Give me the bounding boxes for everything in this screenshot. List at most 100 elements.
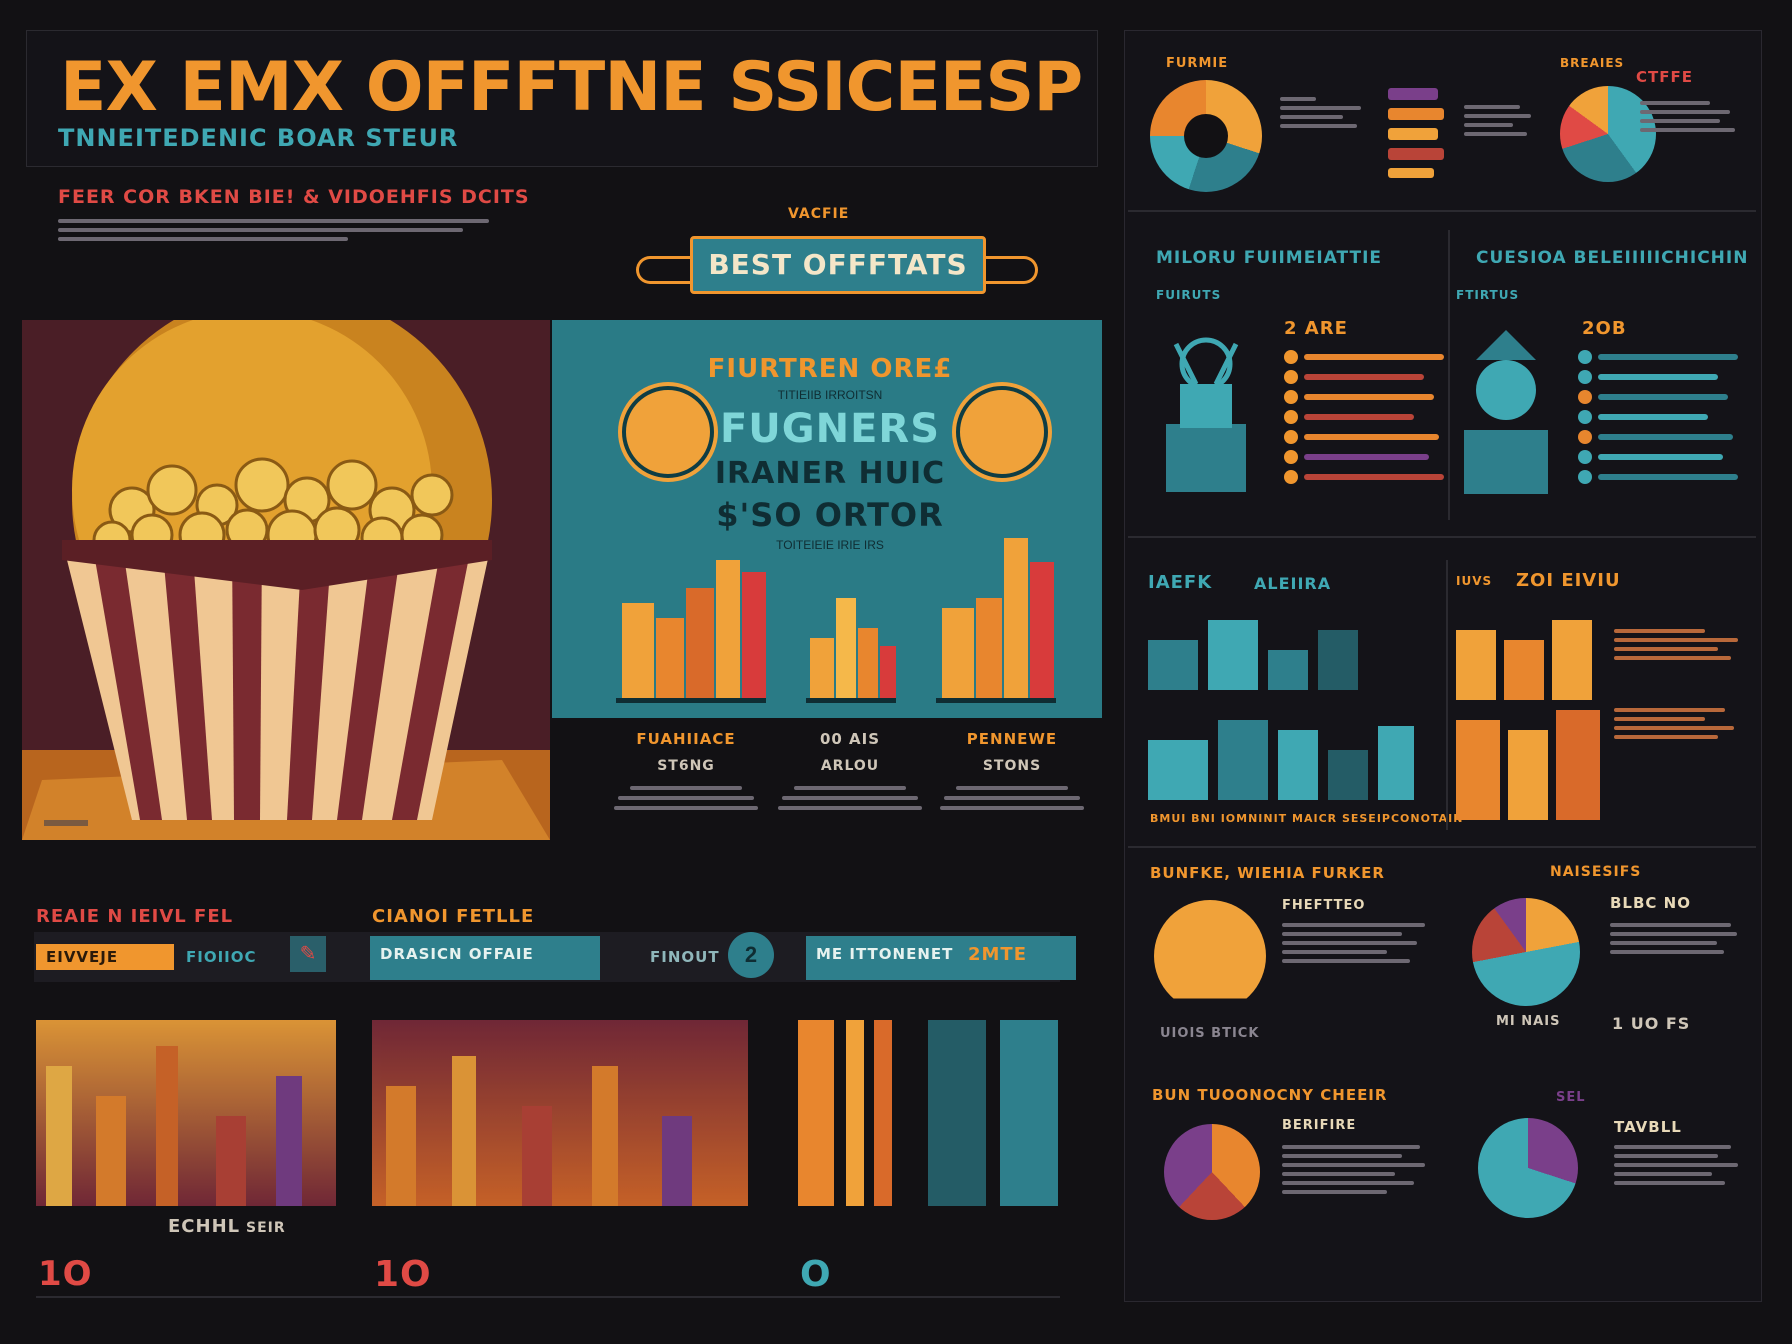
donut-legend	[1280, 92, 1370, 133]
divider-1	[1128, 210, 1756, 212]
stat-3: PENNEWE STONS	[932, 730, 1092, 816]
city-chart-1	[36, 1020, 336, 1206]
stat-2: 00 AIS ARLOU	[770, 730, 930, 816]
pie2-caption: 1 UO FS	[1612, 1014, 1691, 1033]
column-chart-orange	[798, 1020, 910, 1206]
promo-bars-3	[936, 532, 1056, 703]
column-chart-teal	[928, 1020, 1060, 1206]
illustration-caption	[44, 820, 88, 826]
teal-block-chart	[1148, 610, 1428, 800]
pie3-text	[1282, 1140, 1432, 1199]
figure-left-icon	[1156, 324, 1256, 492]
banner-ribbon-right	[975, 256, 1038, 284]
bar-right-sub: IUVS	[1456, 574, 1493, 588]
pie2-label: BLBC NO	[1610, 894, 1691, 912]
stat-1: FUAHIIACE ST6NG	[606, 730, 766, 816]
divider-vertical-1	[1448, 230, 1450, 520]
mid-left-value: 2 ARE	[1284, 318, 1348, 339]
divider-3	[1128, 846, 1756, 848]
pie2-text	[1610, 918, 1744, 959]
bottom-label-b: 1O	[38, 1254, 93, 1294]
top-right-label-b: BREAIES	[1560, 56, 1625, 70]
search-field-2[interactable]: ME ITTONENET	[806, 936, 1076, 980]
promo-bars-1	[616, 552, 766, 703]
divider-2	[1128, 536, 1756, 538]
bottom-label-d: 1O	[374, 1254, 432, 1295]
stacked-sticks	[1388, 74, 1456, 180]
page-title: EX EMX OFFFTNE SSICEESP	[60, 48, 1083, 127]
bottom-title-mid: CIANOI FETLLE	[372, 906, 535, 927]
stat-3-label: PENNEWE	[966, 730, 1058, 748]
coin-right-icon	[956, 386, 1048, 478]
popcorn-illustration	[22, 320, 550, 840]
pie3-title: BUN TUOONOCNY CHEEIR	[1152, 1086, 1388, 1104]
mid-right-title: CUESIOA BELEIIIIICHICHIN	[1476, 248, 1749, 268]
window-grid-chart	[1456, 620, 1606, 820]
bar-left-sub: ALEIIRA	[1254, 574, 1332, 593]
stat-2-label: 00 AIS	[819, 730, 881, 748]
pie2-value: MI NAIS	[1496, 1014, 1561, 1029]
pie-chart-2	[1472, 898, 1580, 1006]
mid-right-list	[1578, 350, 1738, 490]
mid-right-sub: FTIRTUS	[1456, 288, 1520, 302]
bottom-title-left: REAIE N IEIVL FEL	[36, 906, 234, 927]
search-field-1[interactable]: DRASICN OFFAIE	[370, 936, 600, 980]
page-subtitle: TNNEITEDENIC BOAR STEUR	[58, 124, 459, 152]
banner-ribbon-left	[636, 256, 699, 284]
promo-line-3: FUGNERS	[719, 406, 941, 452]
section-heading: FEER COR BKEN BIE! & VIDOEHFIS DCITS	[58, 186, 530, 208]
coin-left-icon	[622, 386, 714, 478]
pie-chart-4	[1478, 1118, 1578, 1218]
pie2-title: NAISESIFS	[1550, 864, 1642, 880]
bar-right-title: ZOI EIVIU	[1516, 570, 1621, 591]
gauge-legend	[1640, 96, 1740, 137]
pie4-text	[1614, 1140, 1744, 1190]
banner-kicker: VACFIE	[788, 206, 850, 222]
search-field-1-aux[interactable]: FINOUT	[650, 948, 720, 966]
promo-bars-2	[806, 592, 896, 703]
pie1-title: BUNFKE, WIEHIA FURKER	[1150, 864, 1385, 882]
pie-chart-1	[1154, 900, 1266, 999]
pie4-title: SEL	[1556, 1090, 1586, 1105]
promo-line-5: $'SO ORTOR	[716, 496, 944, 534]
bar-legend: BMUI BNI IOMNINIT MAICR SESEIPCONOTAIN	[1150, 812, 1464, 825]
pie1-caption: UIOIS BTICK	[1160, 1026, 1260, 1041]
stat-1-value: ST6NG	[657, 758, 715, 774]
bottom-label-e: O	[800, 1254, 832, 1295]
bottom-label-a: ECHHL	[168, 1216, 241, 1237]
promo-line-2: TITIEIIB IRROITSN	[777, 388, 883, 402]
window-chart-legend	[1614, 624, 1744, 744]
mid-left-list	[1284, 350, 1444, 490]
stat-1-label: FUAHIIACE	[636, 730, 736, 748]
pill-primary[interactable]: EIVVEJE	[36, 944, 174, 970]
pie-chart-3	[1164, 1124, 1260, 1220]
pie4-label: TAVBLL	[1614, 1118, 1682, 1136]
stat-3-value: STONS	[982, 758, 1042, 774]
pie3-label: BERIFIRE	[1282, 1118, 1357, 1133]
header-panel	[26, 30, 1098, 167]
top-right-label-c: CTFFE	[1636, 68, 1693, 86]
promo-line-6: TOITEIEIE IRIE IRS	[776, 538, 884, 552]
pie1-text	[1282, 918, 1432, 968]
pie1-label: FHEFTTEO	[1282, 898, 1366, 913]
mid-left-sub: FUIRUTS	[1156, 288, 1222, 302]
promo-line-4: IRANER HUIC	[714, 456, 946, 491]
bottom-label-c: SEIR	[246, 1220, 286, 1236]
bar-left-title: IAEFK	[1148, 572, 1213, 593]
step-circle-icon[interactable]: 2	[728, 932, 774, 978]
sticks-legend	[1464, 100, 1534, 141]
mid-left-title: MILORU FUIIMEIATTIE	[1156, 248, 1383, 268]
pencil-icon[interactable]: ✎	[290, 936, 326, 972]
figure-right-icon	[1456, 330, 1556, 494]
pill-secondary[interactable]: FIOIIOC	[186, 948, 257, 966]
donut-chart	[1150, 80, 1262, 192]
city-chart-2	[372, 1020, 748, 1206]
stat-2-value: ARLOU	[820, 758, 880, 774]
intro-text-block	[58, 214, 498, 246]
divider-vertical-2	[1446, 560, 1448, 830]
bottom-footer-line	[36, 1296, 1060, 1298]
top-right-label-a: FURMIE	[1166, 56, 1229, 71]
mid-right-value: 2OB	[1582, 318, 1627, 339]
best-offers-banner[interactable]: BEST OFFFTATS	[690, 236, 986, 294]
promo-line-1: FIURTREN ORE£	[707, 354, 953, 384]
